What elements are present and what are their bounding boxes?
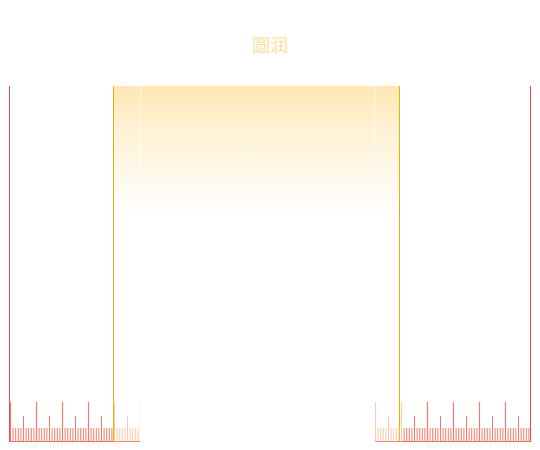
ruler-left-icon <box>10 398 140 442</box>
gate-glow <box>114 86 399 216</box>
gold-line-left <box>113 86 114 442</box>
red-line-right <box>530 86 531 442</box>
red-line-left <box>9 86 10 442</box>
ruler-left <box>10 398 140 442</box>
gold-line-right <box>399 86 400 442</box>
gate-inner-line-left <box>140 86 141 176</box>
title: 圆润 <box>0 36 540 58</box>
gate-inner-line-right <box>374 86 375 176</box>
